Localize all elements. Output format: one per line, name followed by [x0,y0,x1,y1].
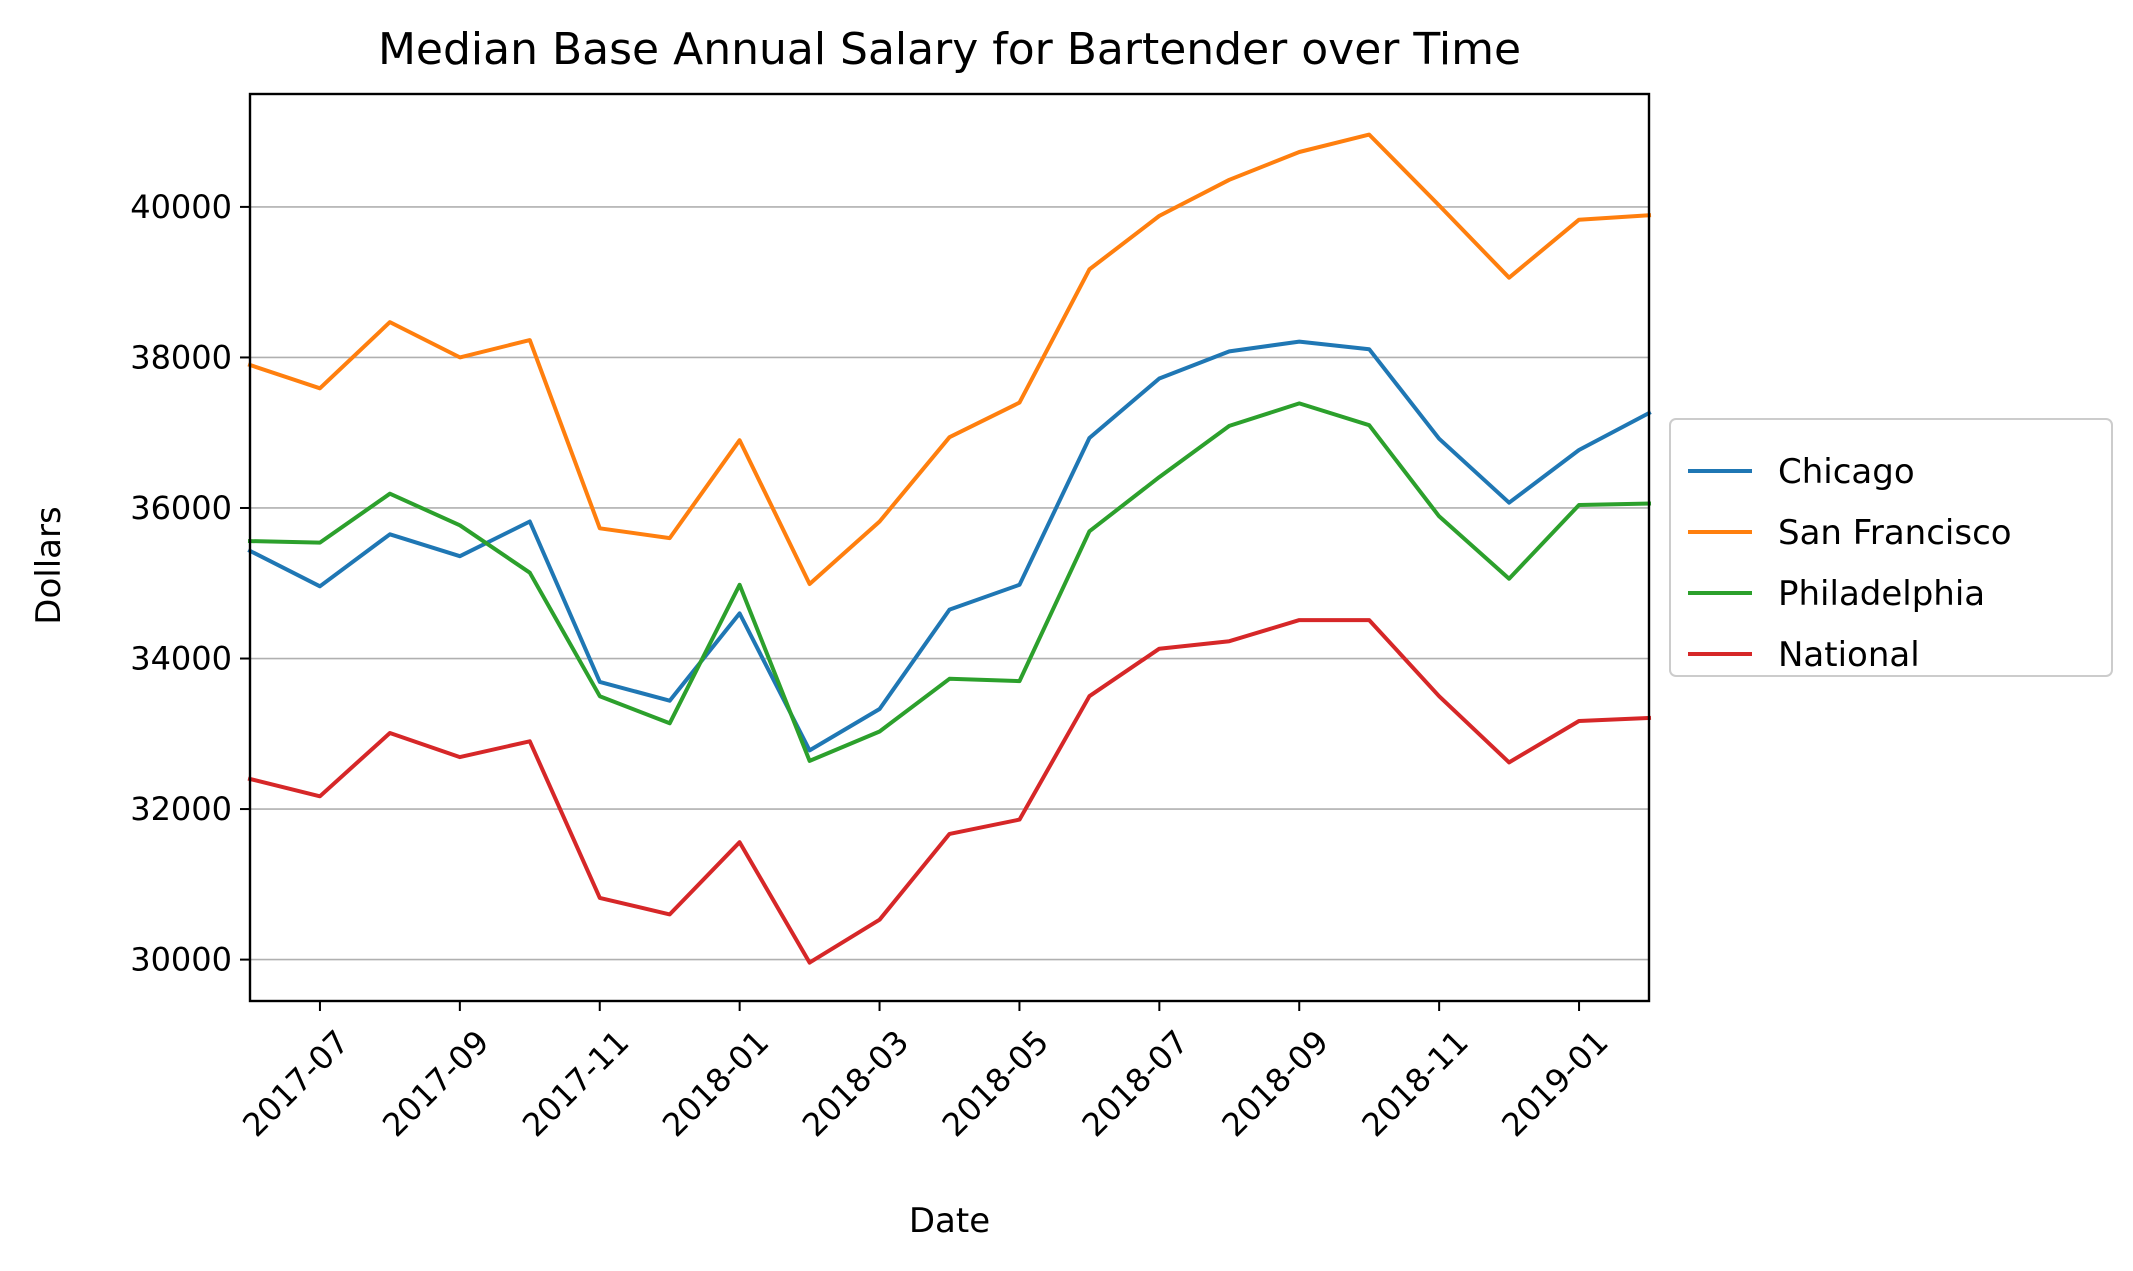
y-tick-label: 38000 [130,338,232,376]
y-axis-label: Dollars [29,506,69,624]
legend-label: San Francisco [1778,513,2012,553]
y-tick-label: 30000 [130,941,232,979]
legend-item: San Francisco [1688,513,2012,553]
x-axis-label: Date [909,1201,990,1241]
y-tick-label: 32000 [130,790,232,828]
series-line-chicago [247,339,1652,753]
series-line-philadelphia [247,401,1652,763]
y-tick-label: 40000 [130,188,232,226]
legend-label: Chicago [1778,452,1915,492]
y-tick-label: 36000 [130,489,232,527]
series-line-san-francisco [247,132,1652,586]
legend-item: Chicago [1688,452,1915,492]
series-line-national [247,618,1652,965]
plot-frame [248,92,1651,1003]
legend-frame [1669,418,2113,677]
legend-item: National [1688,635,1920,675]
legend-item: Philadelphia [1688,574,1985,614]
legend-label: National [1778,635,1920,675]
legend-label: Philadelphia [1778,574,1985,614]
series-lines [247,132,1652,965]
chart-title: Median Base Annual Salary for Bartender … [378,24,1521,75]
legend: Chicago San Francisco Philadelphia National [1669,418,2113,677]
y-tick-label: 34000 [130,640,232,678]
gridlines [250,206,1649,961]
